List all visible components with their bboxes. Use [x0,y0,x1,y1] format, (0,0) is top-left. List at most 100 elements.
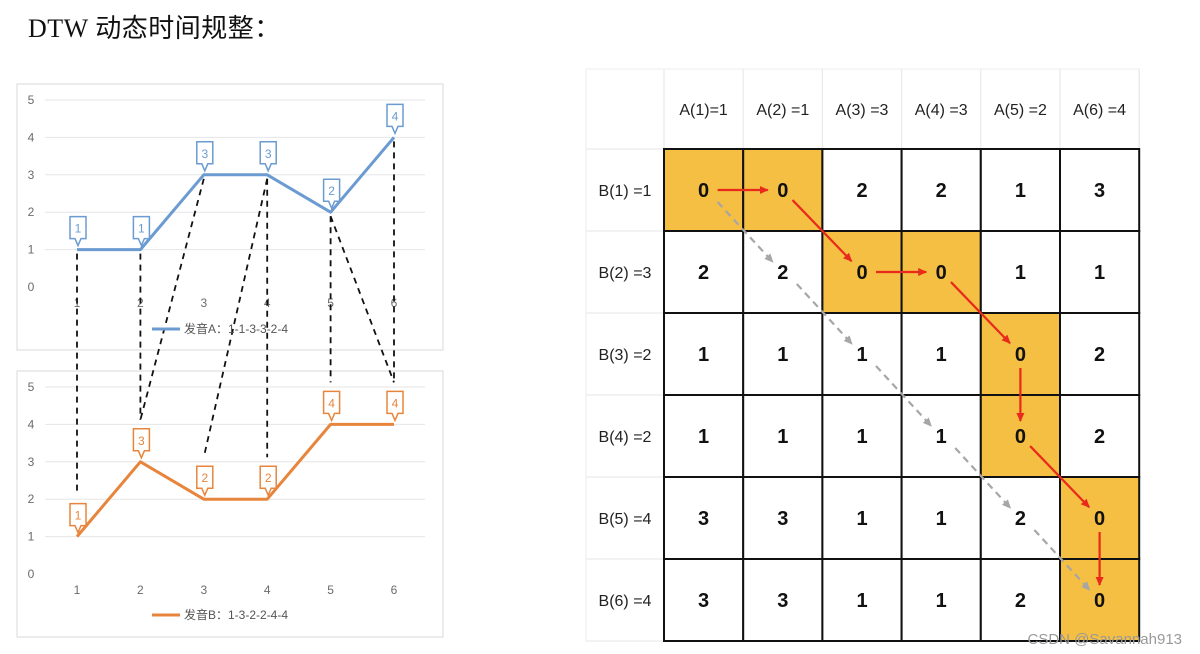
series-line [77,136,396,252]
cell-value: 1 [698,426,709,448]
data-label: 3 [259,141,277,173]
row-header: B(3) =2 [599,347,652,364]
y-tick-label: 2 [28,492,35,506]
cell-value: 2 [1094,344,1105,366]
data-label: 3 [132,428,151,460]
table-cell [663,230,745,314]
data-label: 1 [132,215,151,248]
cell-value: 0 [1094,508,1105,530]
data-label-text: 1 [75,222,82,236]
row-header: B(6) =4 [599,593,652,610]
table-cell [663,312,745,396]
data-label-text: 2 [328,184,335,198]
data-label-callout [259,141,277,173]
chart-a-legend-label: 发音A：1-1-3-3-2-4 [184,321,288,336]
data-label: 4 [386,390,404,423]
cell-value: 3 [698,508,709,530]
cell-value: 0 [777,180,788,202]
table-cell [663,476,745,560]
chart-b-frame [16,370,444,638]
x-tick-label: 2 [137,583,144,597]
data-label-callout [132,428,151,460]
data-label-callout [322,390,341,423]
cell-value: 1 [936,590,947,612]
diagonal-arrow [875,365,933,427]
cell-value: 3 [698,590,709,612]
cell-value: 0 [856,262,867,284]
data-label-callout [386,103,404,136]
watermark: CSDN @Savannah913 [1027,631,1182,648]
cell-value: 2 [936,180,947,202]
data-label: 4 [322,390,341,423]
cell-value: 0 [936,262,947,284]
y-tick-label: 1 [28,243,35,257]
data-label-text: 4 [328,396,335,410]
x-tick-label: 3 [200,296,207,310]
cell-value: 1 [777,426,788,448]
table-cell [1059,394,1141,478]
data-label-callout [322,178,341,211]
y-tick-label: 2 [28,205,35,219]
series-line [75,422,394,538]
table-cell [1059,312,1141,396]
data-label-text: 3 [265,147,272,161]
table-cell [900,476,982,560]
x-tick-label: 6 [391,296,398,310]
data-label-callout [386,390,404,423]
column-header: A(2) =1 [756,102,809,119]
cell-value: 2 [856,180,867,202]
data-label: 4 [386,103,404,136]
data-label-callout [196,141,214,173]
path-arrow [1029,445,1090,508]
cell-value: 0 [698,180,709,202]
diagonal-arrow [716,201,774,263]
cell-value: 1 [1094,262,1105,284]
page-title: DTW 动态时间规整： [28,14,281,43]
chart-b-legend-label: 发音B：1-3-2-2-4-4 [184,607,288,622]
data-label-text: 2 [265,471,272,485]
x-tick-label: 6 [391,583,398,597]
data-label-callout [259,465,277,498]
cell-value: 2 [1094,426,1105,448]
y-tick-label: 0 [28,567,35,581]
row-header: B(1) =1 [599,183,652,200]
cell-value: 1 [936,426,947,448]
column-header: A(4) =3 [915,102,968,119]
cell-value: 3 [1094,180,1105,202]
table-cell [663,394,745,478]
row-header: B(2) =3 [599,265,652,282]
cell-value: 1 [856,590,867,612]
column-header: A(6) =4 [1073,102,1126,119]
cell-value: 1 [777,344,788,366]
column-header: A(3) =3 [836,102,889,119]
data-label: 3 [196,141,214,173]
x-tick-label: 5 [327,296,334,310]
chart-b-data-labels: 1 3 2 2 4 4 [69,390,404,535]
table-cell [821,312,903,396]
cell-value: 1 [936,508,947,530]
y-tick-label: 1 [28,530,35,544]
data-label-text: 1 [138,222,145,236]
alignment-line [329,215,395,383]
table-cell [1059,148,1141,232]
table-cell [979,476,1061,560]
data-label-text: 2 [201,471,208,485]
data-label: 2 [259,465,277,498]
y-tick-label: 4 [28,417,35,431]
cell-value: 1 [698,344,709,366]
table-cell [742,476,824,560]
table-cell [821,148,903,232]
table-cell [900,558,982,642]
chart-b: 0 1 2 3 4 5 1 2 3 4 5 6 [28,380,425,597]
table-cell [1059,558,1141,642]
x-tick-label: 5 [327,583,334,597]
y-tick-label: 5 [28,93,35,107]
x-tick-label: 4 [264,583,271,597]
y-tick-label: 3 [28,168,35,182]
cell-value: 1 [1015,180,1026,202]
y-tick-label: 4 [28,130,35,144]
chart-b-legend: 发音B：1-3-2-2-4-4 [152,607,288,622]
cell-value: 0 [1094,590,1105,612]
table-cell [663,558,745,642]
diagonal-arrow [954,447,1012,509]
